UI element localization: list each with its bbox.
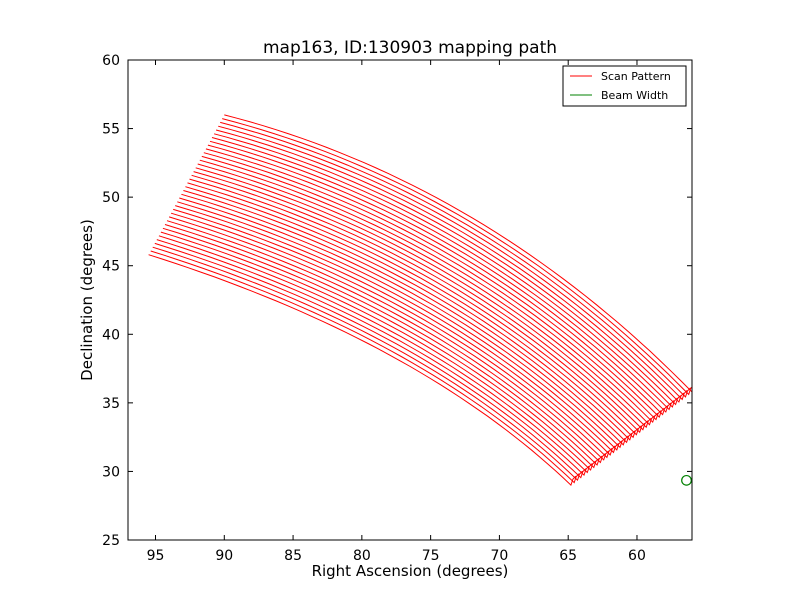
scan-line [173,208,616,456]
beam-width-marker [681,474,692,486]
chart-title: map163, ID:130903 mapping path [263,38,557,58]
legend: Scan Pattern Beam Width [562,65,687,107]
scan-line [195,167,652,429]
scan-line [203,152,665,419]
scan-line [209,140,675,411]
legend-label-beam-width: Beam Width [601,89,668,102]
y-tick-label: 30 [102,464,120,480]
x-tick-label: 65 [559,548,577,564]
scan-line [193,171,649,431]
y-tick-label: 25 [102,533,120,549]
scan-line [220,121,691,398]
scan-line [168,216,610,461]
scan-line [224,114,692,393]
scan-line [213,133,681,406]
scan-line [156,239,590,477]
x-axis-ticks: 95 90 85 80 75 70 65 60 [147,60,646,564]
scan-line [175,205,619,454]
x-tick-label: 70 [491,548,509,564]
legend-label-scan-pattern: Scan Pattern [601,70,671,83]
scan-line [207,144,672,413]
scan-line [191,174,646,434]
y-tick-label: 45 [102,259,120,275]
scan-line [162,227,600,469]
y-tick-label: 55 [102,122,120,138]
x-tick-label: 80 [353,548,371,564]
scan-line [152,246,583,482]
scan-line [183,190,632,444]
scan-line [205,148,668,416]
legend-box [562,65,687,107]
x-tick-label: 60 [628,548,646,564]
scan-line [177,201,623,451]
plot-frame [127,59,693,541]
scan-line [189,178,642,436]
plot-area: 95 90 85 80 75 70 65 60 25 30 35 40 45 50 55 60 [102,53,693,564]
y-tick-label: 40 [102,327,120,343]
scan-line [199,159,659,424]
plot-background [128,60,692,540]
scan-line [187,182,639,439]
scan-line [160,231,596,471]
scan-line [164,224,603,466]
scan-line [154,242,587,479]
scan-line [158,235,593,474]
x-tick-label: 75 [422,548,440,564]
scan-line [170,212,613,459]
y-tick-label: 60 [102,53,120,69]
x-tick-label: 90 [215,548,233,564]
scan-line [185,186,636,441]
y-axis-label: Declination (degrees) [78,219,96,381]
scan-line [148,254,577,487]
y-axis-ticks: 25 30 35 40 45 50 55 60 [102,53,692,549]
y-tick-label: 35 [102,396,120,412]
y-tick-label: 50 [102,190,120,206]
scan-line [211,137,678,408]
x-axis-label: Right Ascension (degrees) [312,562,509,580]
scan-line [218,125,688,401]
scan-line [166,220,606,464]
scan-line [201,155,662,421]
x-tick-label: 85 [284,548,302,564]
scan-line [222,118,692,396]
x-tick-label: 95 [147,548,165,564]
scan-line [181,193,629,446]
beam-width-series [681,474,692,486]
scan-line [150,250,580,484]
scan-line [197,163,655,426]
scan-pattern-series [148,114,692,487]
scan-line [215,129,685,403]
scan-line [179,197,626,449]
